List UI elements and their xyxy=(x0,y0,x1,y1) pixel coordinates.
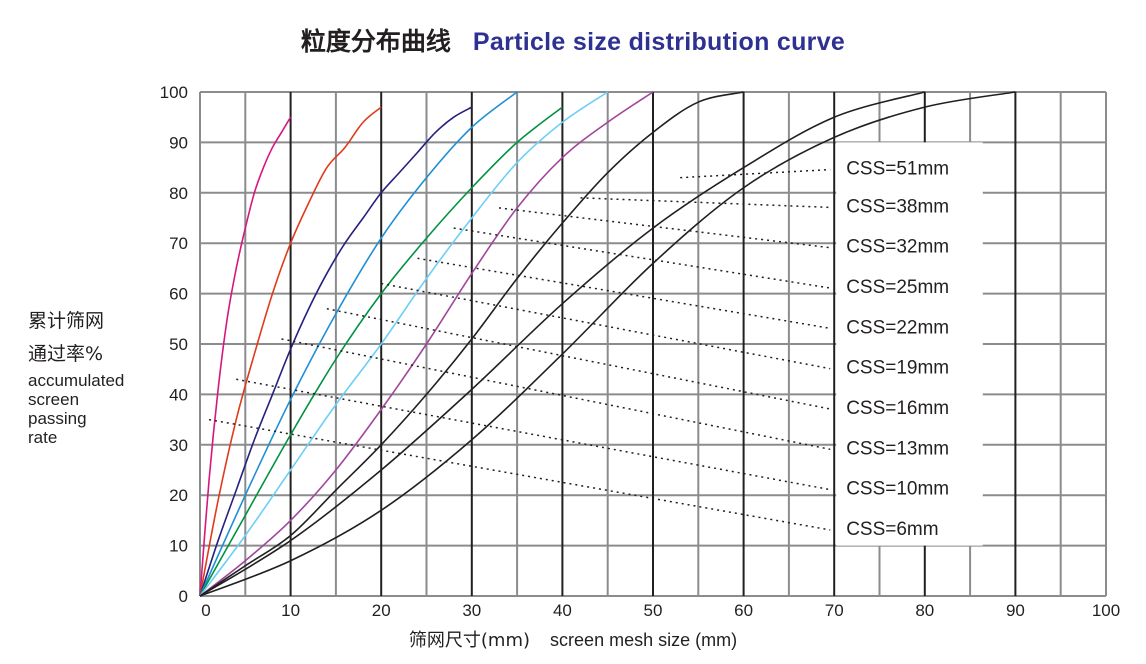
series-label: CSS=13mm xyxy=(846,438,949,459)
legend-backdrop xyxy=(836,142,983,546)
y-axis-label-english-1: accumulated xyxy=(28,371,125,390)
y-tick-label: 90 xyxy=(169,133,188,152)
series-line-css-32mm xyxy=(199,91,744,597)
chart-title-chinese: 粒度分布曲线 xyxy=(300,27,451,56)
x-tick-label: 60 xyxy=(734,601,753,620)
y-tick-label: 0 xyxy=(179,587,188,606)
series-label: CSS=16mm xyxy=(846,398,949,419)
leader-line xyxy=(580,197,831,209)
x-tick-label: 80 xyxy=(915,601,934,620)
series-line-css-13mm xyxy=(199,106,473,597)
series-line-css-6mm xyxy=(199,116,292,597)
leader-line xyxy=(498,207,831,249)
series-label: CSS=6mm xyxy=(846,519,938,540)
series-line-css-38mm xyxy=(199,91,926,597)
y-tick-label: 70 xyxy=(169,234,188,253)
x-tick-label: 10 xyxy=(281,601,300,620)
x-tick-label: 100 xyxy=(1092,601,1120,620)
y-tick-label: 10 xyxy=(169,537,188,556)
series-line-css-10mm xyxy=(199,106,382,597)
series-line-css-22mm xyxy=(199,91,609,597)
series-line-css-19mm xyxy=(199,106,563,597)
y-tick-label: 30 xyxy=(169,436,188,455)
leader-line xyxy=(326,307,831,410)
x-tick-label: 0 xyxy=(201,601,210,620)
series-label: CSS=10mm xyxy=(846,479,949,500)
series-label: CSS=25mm xyxy=(846,277,949,298)
series-label: CSS=51mm xyxy=(846,159,949,180)
leader-line xyxy=(680,168,831,179)
y-tick-label: 60 xyxy=(169,285,188,304)
x-axis-label-english: screen mesh size (mm) xyxy=(550,630,738,650)
leader-line xyxy=(236,378,831,491)
x-tick-label: 70 xyxy=(825,601,844,620)
y-axis-label-chinese-2: 通过率% xyxy=(28,343,104,365)
x-tick-label: 30 xyxy=(462,601,481,620)
chart-title: 粒度分布曲线 Particle size distribution curve xyxy=(0,22,1146,58)
chart-title-english: Particle size distribution curve xyxy=(472,28,846,56)
series-label: CSS=38mm xyxy=(846,196,949,217)
series-line-css-25mm xyxy=(199,91,654,597)
y-tick-label: 100 xyxy=(160,83,188,102)
y-axis-label-english-3: passing xyxy=(28,409,87,428)
leader-line xyxy=(417,257,831,330)
y-tick-label: 50 xyxy=(169,335,188,354)
y-axis-label-english-2: screen xyxy=(28,390,80,409)
y-axis-label-english-4: rate xyxy=(28,428,58,447)
x-tick-label: 20 xyxy=(372,601,391,620)
series-label: CSS=19mm xyxy=(846,358,949,379)
y-tick-label: 20 xyxy=(169,486,188,505)
series-line-css-51mm xyxy=(199,91,1016,597)
leader-line xyxy=(208,418,831,531)
x-tick-label: 40 xyxy=(553,601,572,620)
x-axis-label-chinese: 筛网尺寸(mm) xyxy=(408,630,531,651)
x-tick-label: 90 xyxy=(1006,601,1025,620)
y-axis-label-chinese-1: 累计筛网 xyxy=(28,310,105,332)
series-line-css-16mm xyxy=(199,91,518,597)
x-tick-label: 50 xyxy=(644,601,663,620)
x-axis-label: 筛网尺寸(mm) screen mesh size (mm) xyxy=(0,626,1146,652)
leader-line xyxy=(381,282,831,370)
y-axis-label: 累计筛网 通过率% accumulated screen passing rat… xyxy=(28,305,124,447)
y-tick-label: 40 xyxy=(169,385,188,404)
series-label: CSS=22mm xyxy=(846,317,949,338)
series-label: CSS=32mm xyxy=(846,237,949,258)
y-tick-label: 80 xyxy=(169,184,188,203)
